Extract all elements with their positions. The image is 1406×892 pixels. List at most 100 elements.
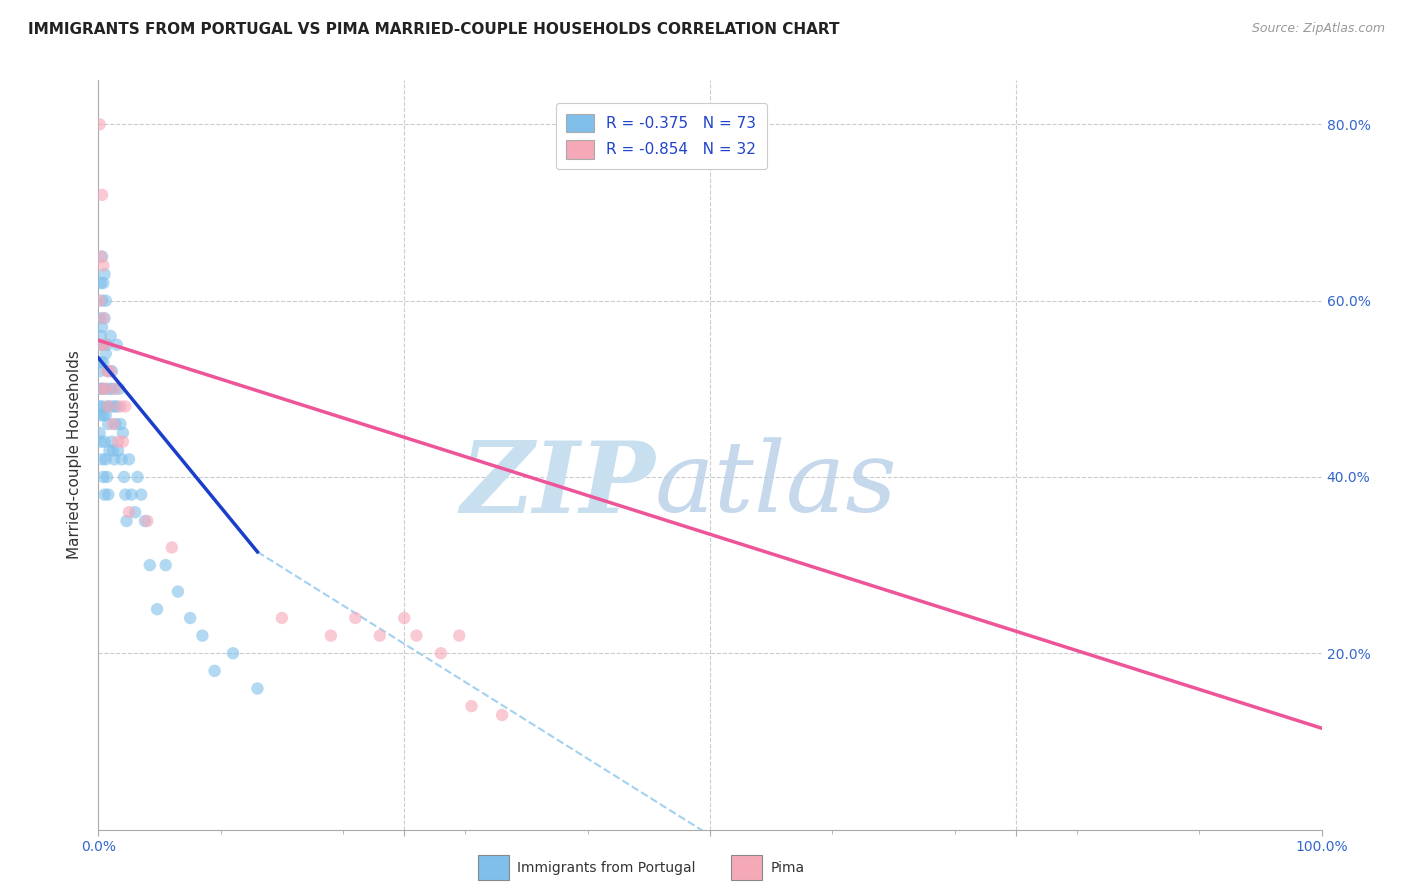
Point xyxy=(93,434,115,449)
Point xyxy=(97,364,120,378)
Point xyxy=(105,400,128,414)
Point xyxy=(124,505,146,519)
Point xyxy=(93,337,115,351)
Point xyxy=(129,487,152,501)
Point xyxy=(93,311,115,326)
Point xyxy=(179,611,201,625)
Point xyxy=(90,250,112,264)
Point xyxy=(111,425,134,440)
Point xyxy=(94,293,117,308)
Point xyxy=(97,417,120,431)
Point xyxy=(111,434,134,449)
Point xyxy=(90,409,112,423)
Point xyxy=(107,434,129,449)
Point xyxy=(101,434,124,449)
Point xyxy=(167,584,190,599)
Point xyxy=(90,434,112,449)
Point xyxy=(108,382,131,396)
Point xyxy=(491,708,513,723)
Text: IMMIGRANTS FROM PORTUGAL VS PIMA MARRIED-COUPLE HOUSEHOLDS CORRELATION CHART: IMMIGRANTS FROM PORTUGAL VS PIMA MARRIED… xyxy=(28,22,839,37)
Point xyxy=(91,250,114,264)
Point xyxy=(94,382,117,396)
Point xyxy=(430,646,453,660)
Point xyxy=(96,364,118,378)
Point xyxy=(118,452,141,467)
Point xyxy=(89,293,111,308)
Point xyxy=(449,629,471,643)
Point xyxy=(91,293,114,308)
Point xyxy=(118,505,141,519)
Point xyxy=(89,117,111,131)
Point xyxy=(160,541,183,555)
Point xyxy=(368,629,391,643)
Point xyxy=(96,337,118,351)
Point xyxy=(89,400,111,414)
Point xyxy=(90,329,112,343)
Point xyxy=(460,699,482,714)
Point xyxy=(134,514,156,528)
Point xyxy=(98,382,121,396)
Point xyxy=(246,681,269,696)
Point xyxy=(105,337,128,351)
Point xyxy=(94,409,117,423)
Point xyxy=(90,276,112,290)
Point xyxy=(91,355,114,369)
Point xyxy=(104,417,127,431)
Point xyxy=(107,443,129,458)
Point xyxy=(319,629,342,643)
Point xyxy=(90,355,112,369)
Point xyxy=(110,417,132,431)
Point xyxy=(136,514,159,528)
Point xyxy=(127,470,149,484)
Point xyxy=(111,452,134,467)
Point xyxy=(222,646,245,660)
Point xyxy=(120,487,142,501)
Point xyxy=(139,558,162,573)
Point xyxy=(104,382,127,396)
Point xyxy=(89,337,111,351)
Point xyxy=(100,400,122,414)
Point xyxy=(100,329,122,343)
Point xyxy=(110,400,132,414)
Point xyxy=(96,400,118,414)
Point xyxy=(91,382,114,396)
Point xyxy=(100,364,122,378)
Point xyxy=(89,425,111,440)
Point xyxy=(146,602,169,616)
Text: ZIP: ZIP xyxy=(460,437,655,533)
Point xyxy=(191,629,214,643)
Point xyxy=(91,187,114,202)
Point xyxy=(93,267,115,281)
Point xyxy=(392,611,416,625)
Point xyxy=(344,611,367,625)
Point xyxy=(90,382,112,396)
Point xyxy=(93,382,115,396)
Point xyxy=(89,311,111,326)
Text: Pima: Pima xyxy=(770,861,804,875)
Point xyxy=(101,364,124,378)
Point xyxy=(91,382,114,396)
Text: Immigrants from Portugal: Immigrants from Portugal xyxy=(517,861,696,875)
Text: Source: ZipAtlas.com: Source: ZipAtlas.com xyxy=(1251,22,1385,36)
Point xyxy=(96,470,118,484)
Point xyxy=(94,346,117,360)
Point xyxy=(270,611,294,625)
Point xyxy=(112,470,135,484)
Point xyxy=(91,320,114,334)
Point xyxy=(89,364,111,378)
Point xyxy=(91,400,114,414)
Point xyxy=(91,311,114,326)
Point xyxy=(97,487,120,501)
Point xyxy=(91,276,114,290)
Point xyxy=(93,487,115,501)
Point xyxy=(155,558,177,573)
Text: atlas: atlas xyxy=(655,437,898,533)
Legend: R = -0.375   N = 73, R = -0.854   N = 32: R = -0.375 N = 73, R = -0.854 N = 32 xyxy=(555,103,766,169)
Point xyxy=(97,400,120,414)
Point xyxy=(91,259,114,273)
Point xyxy=(94,452,117,467)
Point xyxy=(98,443,121,458)
Point xyxy=(90,337,112,351)
Point xyxy=(101,382,124,396)
Point xyxy=(101,417,124,431)
